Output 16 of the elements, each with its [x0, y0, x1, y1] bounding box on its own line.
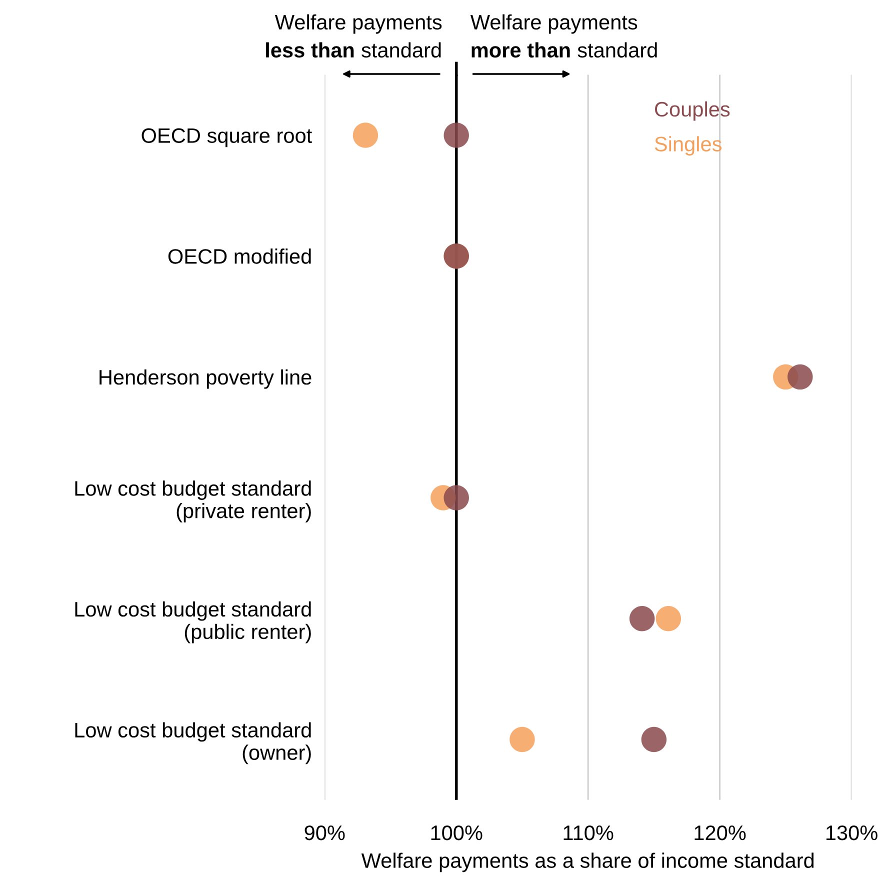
- x-tick-label: 130%: [826, 825, 878, 840]
- text: Welfare payments less than standard: [266, 14, 442, 58]
- text: Welfare payments more than standard: [470, 14, 657, 58]
- y-tick-label: Low cost budget standard (private renter): [75, 480, 311, 522]
- y-tick-label: Low cost budget standard (public renter): [75, 601, 311, 644]
- text: Singles: [654, 136, 722, 156]
- x-axis-title: Welfare payments as a share of income standard: [361, 852, 814, 872]
- x-tick-label: 120%: [694, 825, 746, 840]
- text: Couples: [655, 101, 730, 121]
- y-tick-label: OECD square root: [142, 128, 312, 148]
- x-tick-label: 100%: [431, 825, 482, 840]
- x-tick-label: 110%: [564, 825, 614, 840]
- y-tick-label: Low cost budget standard (owner): [75, 722, 311, 764]
- y-tick-label: OECD modified: [168, 248, 311, 264]
- x-tick-label: 90%: [304, 825, 345, 840]
- y-tick-label: Henderson poverty line: [100, 369, 312, 389]
